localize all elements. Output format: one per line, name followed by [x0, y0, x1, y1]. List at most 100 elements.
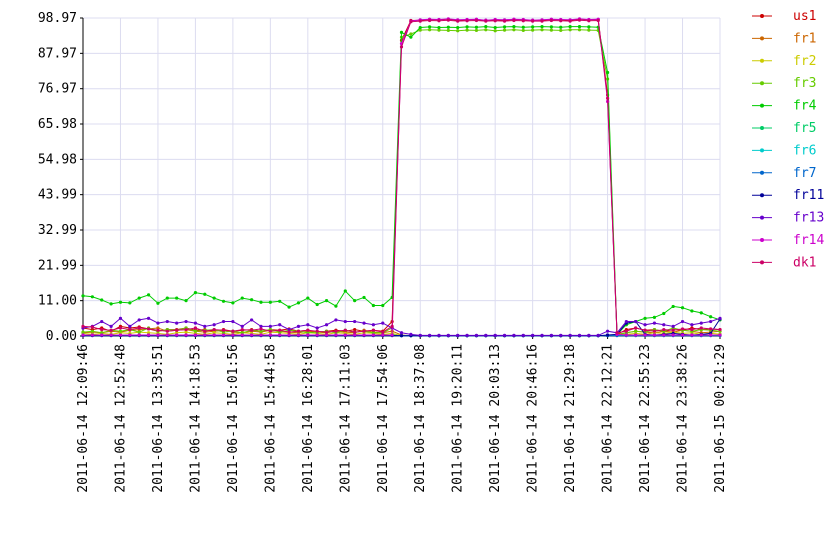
data-point — [156, 321, 160, 325]
data-point — [662, 311, 666, 316]
legend-label: fr14 — [793, 233, 824, 248]
data-point — [118, 316, 123, 320]
data-point — [493, 333, 497, 337]
data-point — [203, 329, 207, 333]
y-tick-label: 43.99 — [38, 188, 77, 203]
data-point — [334, 318, 338, 322]
data-point — [231, 319, 235, 324]
legend-label: fr5 — [793, 121, 816, 136]
data-point — [390, 324, 394, 328]
data-point — [118, 329, 123, 333]
data-point — [493, 19, 497, 23]
data-point — [662, 323, 666, 327]
data-point — [690, 327, 694, 332]
data-point — [502, 28, 507, 32]
data-point — [671, 324, 675, 328]
data-point — [306, 331, 310, 335]
series-line — [82, 19, 721, 334]
data-point — [137, 318, 141, 322]
data-point — [287, 333, 291, 337]
data-point — [540, 19, 544, 23]
x-tick-label: 2011-06-14 17:54:06 — [376, 344, 391, 493]
data-point — [259, 300, 263, 304]
y-tick-label: 65.98 — [38, 117, 77, 132]
data-point — [334, 333, 338, 337]
data-point — [343, 319, 347, 324]
data-point — [634, 329, 638, 333]
x-tick-label: 2011-06-14 20:46:16 — [526, 344, 541, 493]
data-point — [652, 315, 657, 319]
legend-label: fr1 — [793, 31, 816, 46]
legend-marker — [760, 193, 764, 198]
data-point — [184, 333, 188, 337]
data-point — [474, 333, 479, 337]
data-point — [221, 333, 226, 337]
data-point — [221, 328, 226, 332]
data-point — [81, 333, 85, 337]
data-point — [531, 19, 535, 23]
data-point — [680, 306, 685, 310]
data-point — [381, 330, 385, 334]
data-point — [212, 333, 216, 337]
data-point — [456, 333, 460, 337]
legend-marker — [760, 148, 764, 153]
data-point — [484, 28, 488, 32]
legend-label: fr2 — [793, 54, 816, 69]
data-point — [652, 321, 657, 325]
data-point — [193, 321, 198, 325]
data-point — [240, 331, 244, 335]
data-point — [146, 316, 151, 320]
x-tick-label: 2011-06-14 19:20:11 — [451, 344, 466, 493]
data-point — [315, 302, 319, 307]
y-tick-label: 21.99 — [38, 258, 77, 273]
data-point — [100, 327, 104, 332]
data-point — [577, 18, 582, 22]
data-point — [465, 25, 469, 29]
data-point — [474, 28, 479, 33]
data-point — [118, 326, 123, 330]
data-point — [521, 25, 525, 29]
data-point — [165, 296, 169, 300]
data-point — [137, 326, 141, 330]
data-point — [250, 318, 254, 322]
data-point — [128, 301, 132, 305]
data-point — [502, 19, 507, 23]
data-point — [306, 333, 310, 337]
legend-label: fr6 — [793, 143, 816, 158]
data-point — [437, 28, 441, 32]
data-point — [371, 333, 375, 337]
data-point — [193, 326, 198, 330]
data-point — [568, 19, 572, 23]
data-point — [690, 333, 694, 337]
data-point — [399, 30, 404, 34]
data-point — [484, 333, 488, 337]
data-point — [465, 333, 469, 337]
data-point — [428, 18, 432, 23]
data-point — [109, 333, 113, 337]
data-point — [203, 324, 207, 328]
data-point — [240, 296, 244, 300]
data-point — [456, 25, 460, 30]
legend-marker — [760, 81, 764, 86]
data-point — [418, 28, 422, 32]
data-point — [184, 327, 188, 332]
data-point — [268, 329, 272, 333]
data-point — [446, 18, 450, 22]
data-point — [240, 333, 244, 337]
data-point — [353, 330, 357, 334]
data-point — [250, 333, 254, 337]
data-point — [324, 330, 329, 334]
data-point — [399, 45, 404, 49]
data-point — [109, 324, 113, 328]
data-point — [549, 25, 553, 29]
data-point — [671, 328, 675, 332]
data-point — [643, 328, 647, 332]
data-point — [212, 331, 216, 335]
data-point — [559, 28, 563, 33]
data-point — [240, 327, 244, 332]
legend-marker — [760, 170, 764, 175]
data-point — [334, 304, 338, 308]
data-point — [156, 328, 160, 332]
data-point — [156, 326, 160, 330]
data-point — [643, 323, 647, 327]
